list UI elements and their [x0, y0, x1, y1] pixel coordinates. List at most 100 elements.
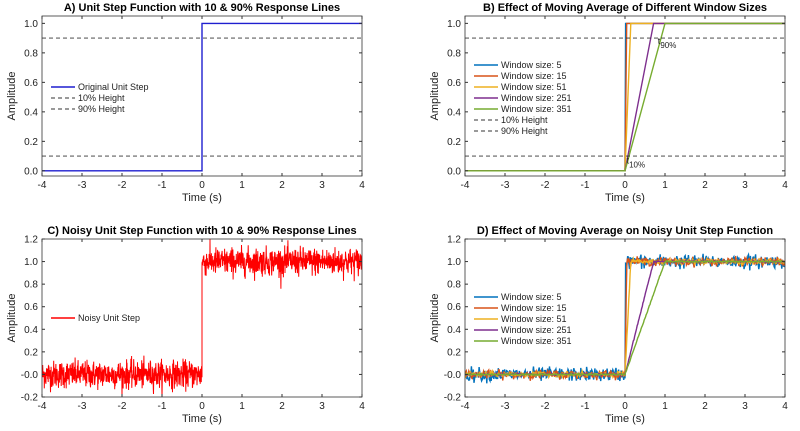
- y-tick-label: 0.2: [24, 347, 38, 358]
- annotation-subscript: 10%: [629, 160, 645, 169]
- y-tick-label: 0.6: [447, 78, 461, 89]
- y-tick-label: 1.0: [447, 257, 461, 268]
- y-tick-label: 1.0: [24, 19, 38, 30]
- x-tick-label: 3: [319, 401, 325, 412]
- legend-entry: Window size: 251: [501, 93, 572, 103]
- y-axis-label: Amplitude: [6, 72, 18, 121]
- y-tick-label: 0.8: [24, 280, 38, 291]
- y-tick-label: 0.4: [447, 325, 461, 336]
- y-tick-label: 0.0: [447, 166, 461, 177]
- y-axis-label: Amplitude: [6, 294, 18, 343]
- y-tick-label: 0.6: [24, 78, 38, 89]
- legend-entry: 90% Height: [78, 104, 125, 114]
- chart-title: D) Effect of Moving Average on Noisy Uni…: [477, 225, 773, 237]
- y-tick-label: 1.2: [447, 235, 461, 246]
- x-tick-label: -2: [118, 180, 127, 191]
- annotation-subscript: 90%: [660, 41, 676, 50]
- legend-entry: Window size: 15: [501, 303, 567, 313]
- subplot-b: B) Effect of Moving Average of Different…: [429, 2, 788, 204]
- legend-entry: 10% Height: [501, 115, 548, 125]
- y-tick-label: -0.0: [21, 370, 39, 381]
- series-line-0: [42, 239, 362, 397]
- x-tick-label: 2: [702, 180, 708, 191]
- y-tick-label: 0.6: [24, 302, 38, 313]
- y-tick-label: 0.2: [447, 347, 461, 358]
- y-tick-label: 0.2: [447, 137, 461, 148]
- series-line-4: [465, 22, 785, 172]
- x-tick-label: 0: [622, 180, 628, 191]
- x-tick-label: 1: [662, 180, 668, 191]
- legend-entry: Window size: 5: [501, 60, 562, 70]
- x-tick-label: 3: [742, 401, 748, 412]
- x-tick-label: -2: [541, 401, 550, 412]
- annotation: t10%: [627, 155, 646, 169]
- x-tick-label: 0: [199, 180, 205, 191]
- chart-title: C) Noisy Unit Step Function with 10 & 90…: [47, 225, 356, 237]
- y-axis-label: Amplitude: [429, 294, 441, 343]
- x-tick-label: -2: [541, 180, 550, 191]
- y-tick-label: 1.2: [24, 235, 38, 246]
- x-axis-label: Time (s): [605, 192, 645, 204]
- y-tick-label: -0.2: [444, 393, 462, 404]
- x-tick-label: -1: [581, 180, 590, 191]
- x-tick-label: -4: [461, 401, 470, 412]
- legend-entry: Window size: 351: [501, 336, 572, 346]
- legend-entry: Window size: 51: [501, 314, 567, 324]
- x-tick-label: -1: [158, 401, 167, 412]
- x-tick-label: 4: [782, 180, 788, 191]
- x-tick-label: -1: [581, 401, 590, 412]
- x-tick-label: 2: [279, 180, 285, 191]
- x-tick-label: 3: [319, 180, 325, 191]
- y-tick-label: 0.4: [24, 107, 38, 118]
- x-tick-label: 0: [622, 401, 628, 412]
- x-tick-label: 0: [199, 401, 205, 412]
- x-tick-label: -4: [38, 401, 47, 412]
- legend: Noisy Unit Step: [51, 313, 140, 323]
- x-tick-label: 3: [742, 180, 748, 191]
- subplot-c: C) Noisy Unit Step Function with 10 & 90…: [6, 225, 365, 425]
- y-tick-label: -0.0: [444, 370, 462, 381]
- x-tick-label: -4: [38, 180, 47, 191]
- y-tick-label: 0.2: [24, 137, 38, 148]
- legend-entry: Original Unit Step: [78, 82, 149, 92]
- legend-entry: Window size: 5: [501, 292, 562, 302]
- subplot-d: D) Effect of Moving Average on Noisy Uni…: [429, 225, 788, 425]
- y-tick-label: 0.8: [447, 48, 461, 59]
- x-tick-label: 2: [702, 401, 708, 412]
- x-tick-label: 1: [662, 401, 668, 412]
- y-tick-label: -0.2: [21, 393, 39, 404]
- x-tick-label: -4: [461, 180, 470, 191]
- x-tick-label: -3: [78, 401, 87, 412]
- y-tick-label: 1.0: [24, 257, 38, 268]
- legend-entry: Window size: 15: [501, 71, 567, 81]
- y-tick-label: 0.8: [447, 280, 461, 291]
- x-tick-label: -1: [158, 180, 167, 191]
- y-tick-label: 0.8: [24, 48, 38, 59]
- x-tick-label: 1: [239, 180, 245, 191]
- y-tick-label: 0.4: [24, 325, 38, 336]
- x-tick-label: 4: [782, 401, 788, 412]
- x-tick-label: 4: [359, 401, 365, 412]
- x-tick-label: -3: [78, 180, 87, 191]
- x-tick-label: -3: [501, 180, 510, 191]
- legend-entry: Window size: 251: [501, 325, 572, 335]
- y-axis-label: Amplitude: [429, 72, 441, 121]
- x-tick-label: 1: [239, 401, 245, 412]
- legend-entry: Noisy Unit Step: [78, 313, 140, 323]
- series-line-0: [42, 22, 362, 172]
- x-tick-label: -2: [118, 401, 127, 412]
- subplot-a: A) Unit Step Function with 10 & 90% Resp…: [6, 2, 365, 204]
- legend-entry: Window size: 51: [501, 82, 567, 92]
- x-axis-label: Time (s): [182, 192, 222, 204]
- y-tick-label: 0.6: [447, 302, 461, 313]
- legend-entry: 10% Height: [78, 93, 125, 103]
- chart-title: A) Unit Step Function with 10 & 90% Resp…: [64, 2, 340, 14]
- legend-entry: 90% Height: [501, 126, 548, 136]
- x-axis-label: Time (s): [182, 413, 222, 425]
- x-tick-label: -3: [501, 401, 510, 412]
- x-axis-label: Time (s): [605, 413, 645, 425]
- y-tick-label: 0.0: [24, 166, 38, 177]
